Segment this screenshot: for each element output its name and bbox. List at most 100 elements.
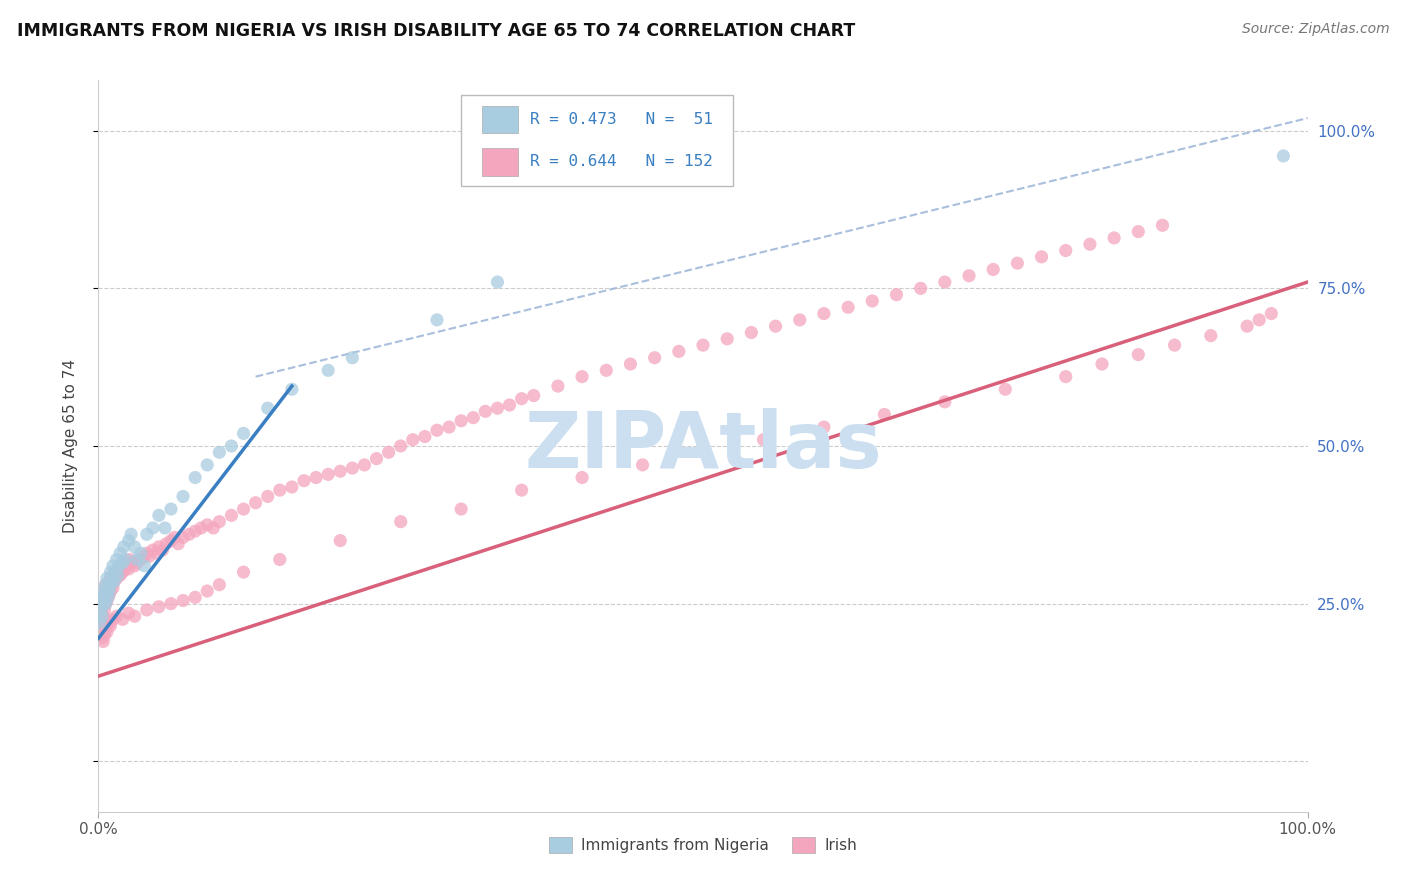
Point bbox=[100, 584, 122, 599]
Point bbox=[450, 502, 472, 516]
Point bbox=[97, 591, 120, 605]
Point bbox=[813, 420, 835, 434]
Point bbox=[135, 527, 157, 541]
Point bbox=[160, 597, 183, 611]
Point bbox=[668, 344, 690, 359]
Point bbox=[96, 581, 118, 595]
Point bbox=[115, 556, 138, 570]
Point bbox=[208, 515, 231, 529]
Point bbox=[1078, 237, 1101, 252]
Point bbox=[184, 591, 207, 605]
Point bbox=[100, 571, 122, 585]
Point bbox=[127, 556, 149, 570]
Point bbox=[269, 483, 291, 497]
Point bbox=[138, 549, 160, 564]
Point bbox=[93, 584, 115, 599]
Point bbox=[112, 558, 135, 573]
Point bbox=[89, 628, 111, 642]
Point bbox=[108, 568, 131, 582]
Point bbox=[765, 319, 787, 334]
Point bbox=[104, 565, 127, 579]
Point bbox=[91, 634, 114, 648]
Point bbox=[316, 467, 339, 482]
Point bbox=[135, 603, 157, 617]
Point bbox=[135, 546, 157, 560]
Point bbox=[111, 565, 134, 579]
Point bbox=[98, 615, 121, 630]
FancyBboxPatch shape bbox=[461, 95, 734, 186]
Point bbox=[232, 565, 254, 579]
Point bbox=[127, 552, 149, 566]
Point bbox=[389, 515, 412, 529]
Point bbox=[1091, 357, 1114, 371]
Point bbox=[134, 558, 156, 573]
Point bbox=[342, 351, 364, 365]
Point bbox=[94, 578, 117, 592]
Point bbox=[498, 398, 520, 412]
Bar bbox=[482, 105, 517, 134]
Point bbox=[619, 357, 641, 371]
Point bbox=[114, 552, 136, 566]
Point bbox=[91, 632, 114, 646]
Point bbox=[118, 562, 141, 576]
Point bbox=[305, 470, 328, 484]
Point bbox=[1260, 307, 1282, 321]
Point bbox=[934, 395, 956, 409]
Text: ZIPAtlas: ZIPAtlas bbox=[524, 408, 882, 484]
Text: Source: ZipAtlas.com: Source: ZipAtlas.com bbox=[1241, 22, 1389, 37]
Point bbox=[100, 565, 122, 579]
Point bbox=[94, 597, 117, 611]
Bar bbox=[482, 148, 517, 176]
Point bbox=[105, 571, 128, 585]
Point bbox=[740, 326, 762, 340]
Point bbox=[269, 552, 291, 566]
Point bbox=[94, 578, 117, 592]
Point bbox=[172, 490, 194, 504]
Point bbox=[124, 609, 146, 624]
Point bbox=[860, 293, 883, 308]
Point bbox=[121, 556, 143, 570]
Point bbox=[208, 445, 231, 459]
Point bbox=[104, 565, 127, 579]
Point bbox=[292, 474, 315, 488]
Point bbox=[94, 622, 117, 636]
Point bbox=[93, 628, 115, 642]
Point bbox=[813, 307, 835, 321]
Point bbox=[184, 524, 207, 538]
Point bbox=[523, 388, 546, 402]
Text: R = 0.644   N = 152: R = 0.644 N = 152 bbox=[530, 154, 713, 169]
Point bbox=[195, 584, 218, 599]
Point bbox=[134, 549, 156, 564]
Point bbox=[91, 597, 114, 611]
Point bbox=[91, 584, 114, 599]
Point bbox=[172, 530, 194, 544]
Point bbox=[202, 521, 225, 535]
Point bbox=[195, 458, 218, 472]
Point bbox=[873, 408, 896, 422]
Point bbox=[329, 464, 352, 478]
Point bbox=[100, 578, 122, 592]
Point bbox=[91, 591, 114, 605]
Y-axis label: Disability Age 65 to 74: Disability Age 65 to 74 bbox=[63, 359, 77, 533]
Point bbox=[329, 533, 352, 548]
Point bbox=[631, 458, 654, 472]
Point bbox=[120, 527, 142, 541]
Point bbox=[910, 281, 932, 295]
Point bbox=[644, 351, 666, 365]
Point bbox=[463, 410, 485, 425]
Legend: Immigrants from Nigeria, Irish: Immigrants from Nigeria, Irish bbox=[543, 830, 863, 859]
Point bbox=[97, 618, 120, 632]
Point bbox=[97, 578, 120, 592]
Point bbox=[256, 490, 278, 504]
Point bbox=[163, 530, 186, 544]
Point bbox=[90, 603, 112, 617]
Point bbox=[510, 392, 533, 406]
Point bbox=[1128, 225, 1150, 239]
Point bbox=[981, 262, 1004, 277]
Point bbox=[402, 433, 425, 447]
Point bbox=[994, 382, 1017, 396]
Point bbox=[91, 597, 114, 611]
Point bbox=[110, 558, 132, 573]
Point bbox=[91, 615, 114, 630]
Point bbox=[112, 540, 135, 554]
